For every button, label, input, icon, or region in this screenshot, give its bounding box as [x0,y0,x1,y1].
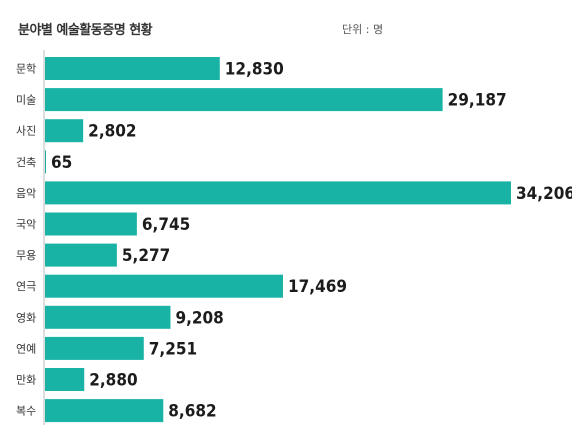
value-label: 12,830 [225,60,284,80]
bar [45,212,137,236]
chart-title: 분야별 예술활동증명 현황 [18,23,153,38]
bar [45,181,511,205]
bar [45,368,85,391]
category-label: 음악 [16,187,36,200]
bar [45,150,46,174]
value-label: 5,277 [122,246,170,266]
value-label: 34,206 [516,184,572,204]
category-label: 미술 [16,94,36,107]
category-label: 만화 [16,374,36,387]
value-label: 2,880 [89,371,137,391]
bar [45,57,220,80]
value-label: 7,251 [149,339,197,359]
bar [45,399,164,423]
category-label: 영화 [16,311,36,324]
category-label: 국악 [16,218,36,231]
bar [45,119,84,143]
value-label: 29,187 [448,91,507,111]
category-label: 연예 [16,342,36,355]
value-label: 8,682 [168,402,216,422]
bar [45,336,144,360]
value-label: 9,208 [175,308,223,328]
category-label: 복수 [16,405,36,418]
category-label: 무용 [16,249,36,262]
bar [45,305,171,329]
bar [45,243,117,267]
category-label: 건축 [16,156,36,169]
bar [45,274,283,298]
value-label: 65 [51,153,72,173]
unit-label: 단위 : 명 [342,23,384,36]
bars-layer: 문학 12,830 미술 29,187 사진 2,802 건축 65 음악 34,206 국악 6,7… [16,50,572,425]
category-label: 연극 [16,280,36,293]
category-label: 문학 [16,63,36,76]
category-label: 사진 [16,125,36,138]
value-label: 17,469 [288,277,347,297]
value-label: 6,745 [142,215,190,235]
value-label: 2,802 [88,122,136,142]
bar [45,88,443,112]
